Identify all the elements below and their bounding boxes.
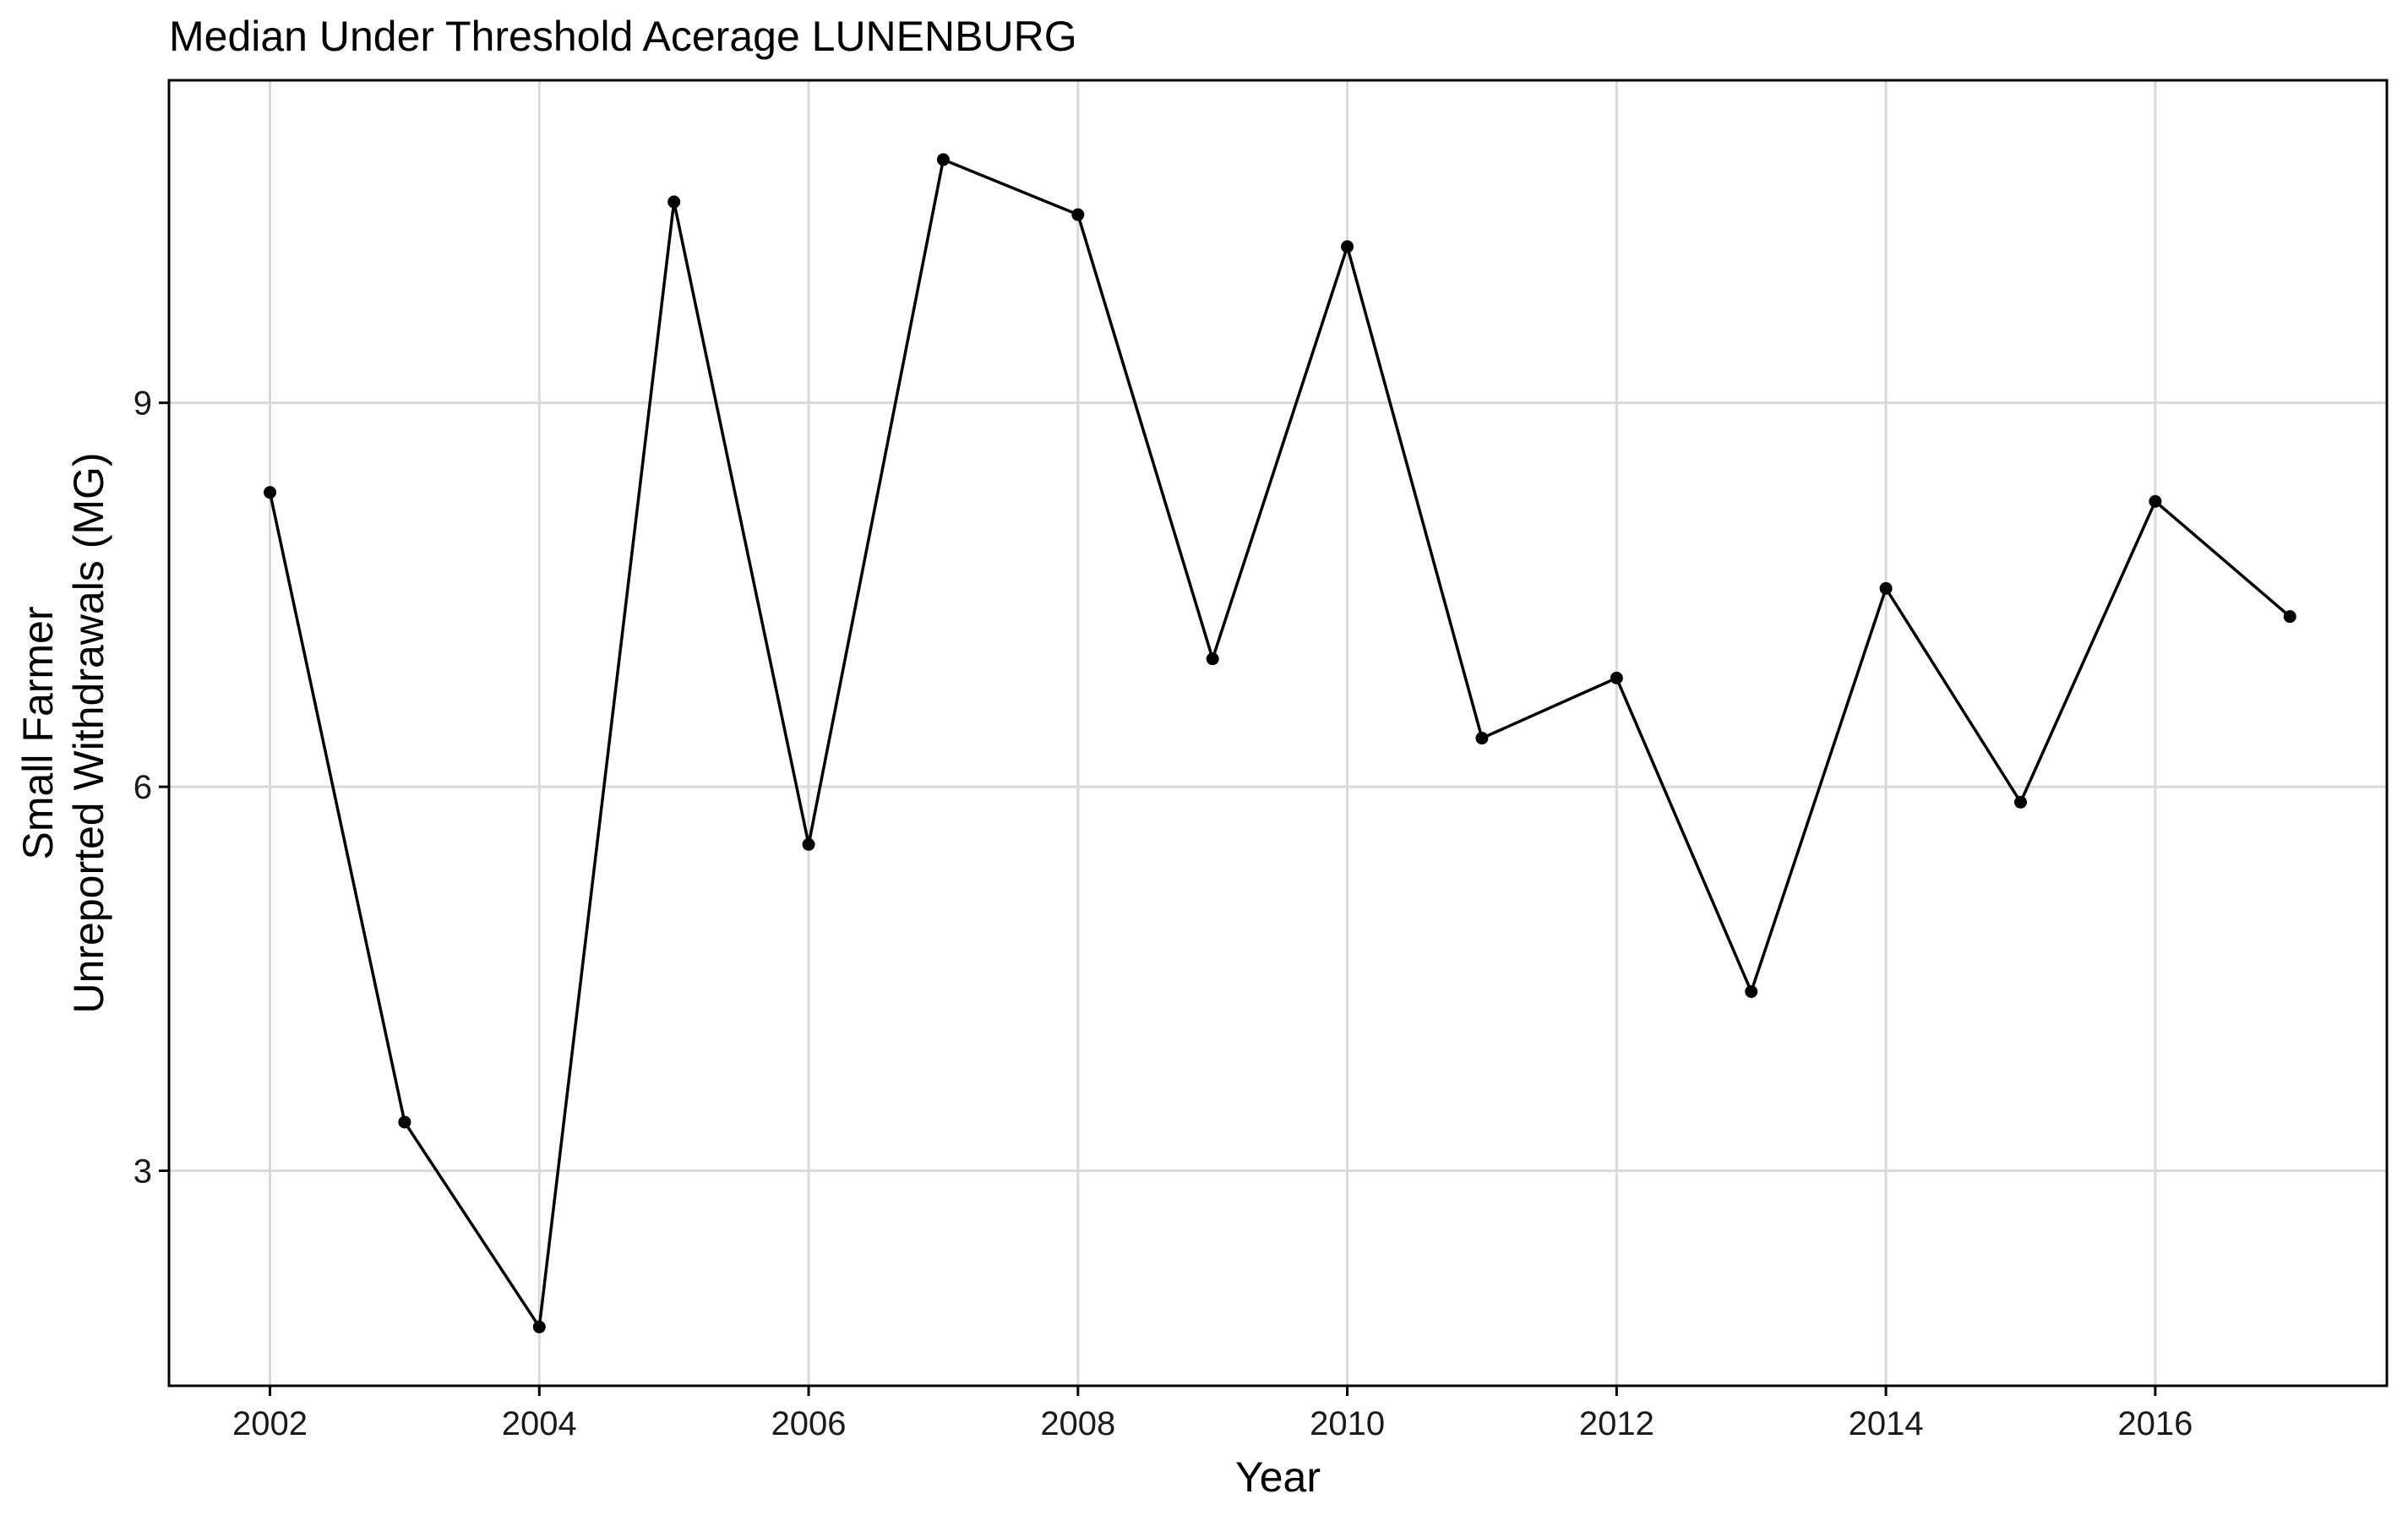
data-point <box>667 195 681 209</box>
x-axis-title: Year <box>1235 1453 1321 1501</box>
y-tick-label: 6 <box>133 769 152 806</box>
chart-title: Median Under Threshold Acerage LUNENBURG <box>169 13 1077 60</box>
y-tick-label: 3 <box>133 1153 152 1191</box>
axis-ticks <box>159 401 2157 1396</box>
y-axis-title-line-1: Small Farmer <box>14 606 62 859</box>
x-tick-label: 2006 <box>771 1405 847 1442</box>
data-point <box>1879 581 1893 595</box>
x-tick-label: 2002 <box>232 1405 308 1442</box>
x-tick-label: 2014 <box>1849 1405 1924 1442</box>
grid-lines <box>169 80 2387 1386</box>
y-tick-label: 9 <box>133 385 152 422</box>
data-point <box>1341 240 1354 254</box>
x-tick-label: 2004 <box>502 1405 577 1442</box>
data-point <box>1071 208 1085 221</box>
data-point <box>2013 795 2027 809</box>
x-tick-label: 2010 <box>1310 1405 1385 1442</box>
data-point <box>532 1320 546 1333</box>
data-point <box>1475 732 1489 745</box>
data-point <box>264 486 277 499</box>
data-series <box>264 153 2296 1333</box>
data-point <box>1610 671 1623 684</box>
data-point <box>936 153 950 166</box>
data-point <box>1206 652 1219 666</box>
data-point <box>2149 494 2162 508</box>
y-axis-title-line-2: Unreported Withdrawals (MG) <box>65 452 112 1013</box>
x-tick-label: 2012 <box>1579 1405 1654 1442</box>
data-point <box>398 1115 411 1129</box>
plot-panel-border <box>167 79 2389 1387</box>
axis-tick-labels: 2002 2004 2006 2008 2010 2012 2014 2016 3 6 9 <box>133 385 2193 1442</box>
data-point <box>2283 610 2296 624</box>
x-tick-label: 2016 <box>2117 1405 2193 1442</box>
x-tick-label: 2008 <box>1040 1405 1115 1442</box>
data-point <box>1745 984 1758 998</box>
data-point <box>802 837 815 851</box>
series-line <box>268 157 2291 1332</box>
y-axis-title: Small Farmer Unreported Withdrawals (MG) <box>14 452 112 1013</box>
